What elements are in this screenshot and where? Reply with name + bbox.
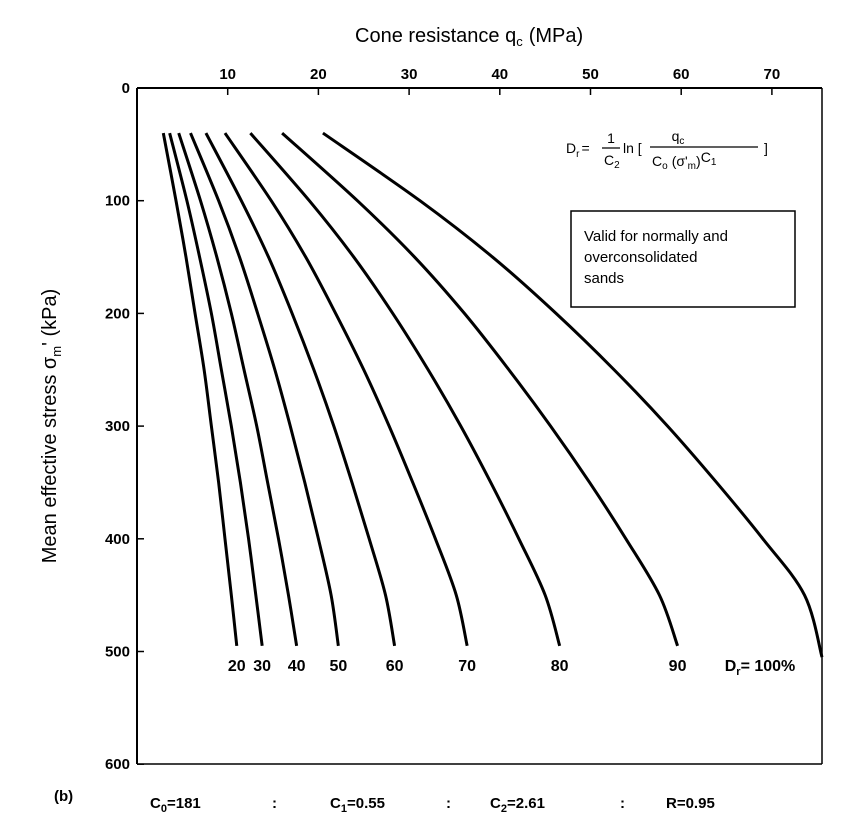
x-tick-label: 30 xyxy=(401,66,418,83)
curve-label: 50 xyxy=(329,658,347,675)
density-curve-70 xyxy=(223,132,469,647)
curve-label: 90 xyxy=(669,658,687,675)
svg-text:Valid for normally and: Valid for normally and xyxy=(584,228,728,245)
density-curve-40 xyxy=(177,132,299,647)
formula: Dr = 1 C2 ln [ qc Co (σ'm)C1 ] xyxy=(566,128,768,172)
svg-text:ln [: ln [ xyxy=(623,140,642,156)
svg-text:R=0.95: R=0.95 xyxy=(666,795,715,812)
x-tick-label: 70 xyxy=(764,66,781,83)
svg-text:qc: qc xyxy=(672,128,685,147)
y-tick-label: 500 xyxy=(105,644,130,661)
validity-note: Valid for normally and overconsolidated … xyxy=(570,210,796,308)
svg-text:]: ] xyxy=(764,140,768,156)
density-curve-90 xyxy=(281,131,679,647)
x-tick-label: 20 xyxy=(310,66,327,83)
svg-text:Dr=: Dr = xyxy=(566,140,590,160)
svg-text:Co(σ'm)C1: Co (σ'm)C1 xyxy=(652,149,717,172)
curve-label: Dr= 100% xyxy=(725,658,796,678)
svg-text:overconsolidated: overconsolidated xyxy=(584,249,697,266)
svg-text:C0=181: C0=181 xyxy=(150,795,201,815)
density-curve-100 xyxy=(322,131,824,658)
density-curve-60 xyxy=(204,132,397,647)
x-ticks: 10 20 30 40 50 60 70 xyxy=(136,66,781,95)
curve-label: 70 xyxy=(458,658,476,675)
y-ticks: 0 100 200 300 400 500 600 xyxy=(105,80,144,773)
y-axis-title: Mean effective stress σm' (kPa) xyxy=(39,289,64,564)
curve-label: 40 xyxy=(288,658,306,675)
curve-label: 80 xyxy=(551,658,569,675)
density-curve-30 xyxy=(168,132,264,647)
y-tick-label: 300 xyxy=(105,418,130,435)
density-curve-80 xyxy=(249,132,562,647)
density-curve-50 xyxy=(189,132,340,647)
x-tick-label: 50 xyxy=(582,66,599,83)
curve-label: 20 xyxy=(228,658,246,675)
density-curve-20 xyxy=(161,132,239,647)
y-tick-label: 100 xyxy=(105,193,130,210)
x-tick-label: 10 xyxy=(219,66,236,83)
density-curves xyxy=(161,131,824,658)
svg-text:C2=2.61: C2=2.61 xyxy=(490,795,545,815)
y-tick-label: 400 xyxy=(105,531,130,548)
y-tick-label: 0 xyxy=(122,80,130,97)
curve-label: 60 xyxy=(386,658,404,675)
svg-text::: : xyxy=(272,795,277,812)
x-tick-label: 40 xyxy=(491,66,508,83)
svg-text:C2: C2 xyxy=(604,152,620,171)
svg-text:C1=0.55: C1=0.55 xyxy=(330,795,385,815)
x-axis-title: Cone resistance qc (MPa) xyxy=(355,25,583,49)
curve-label: 30 xyxy=(253,658,271,675)
svg-text:1: 1 xyxy=(607,130,615,146)
svg-text:sands: sands xyxy=(584,270,624,287)
x-tick-label: 60 xyxy=(673,66,690,83)
curve-labels: 20 30 40 50 60 70 80 90 Dr= 100% xyxy=(228,658,795,678)
parameters-row: C0=181 : C1=0.55 : C2=2.61 : R=0.95 xyxy=(150,795,715,815)
svg-text::: : xyxy=(446,795,451,812)
y-tick-label: 600 xyxy=(105,756,130,773)
svg-text::: : xyxy=(620,795,625,812)
y-tick-label: 200 xyxy=(105,305,130,322)
panel-label: (b) xyxy=(54,788,73,805)
